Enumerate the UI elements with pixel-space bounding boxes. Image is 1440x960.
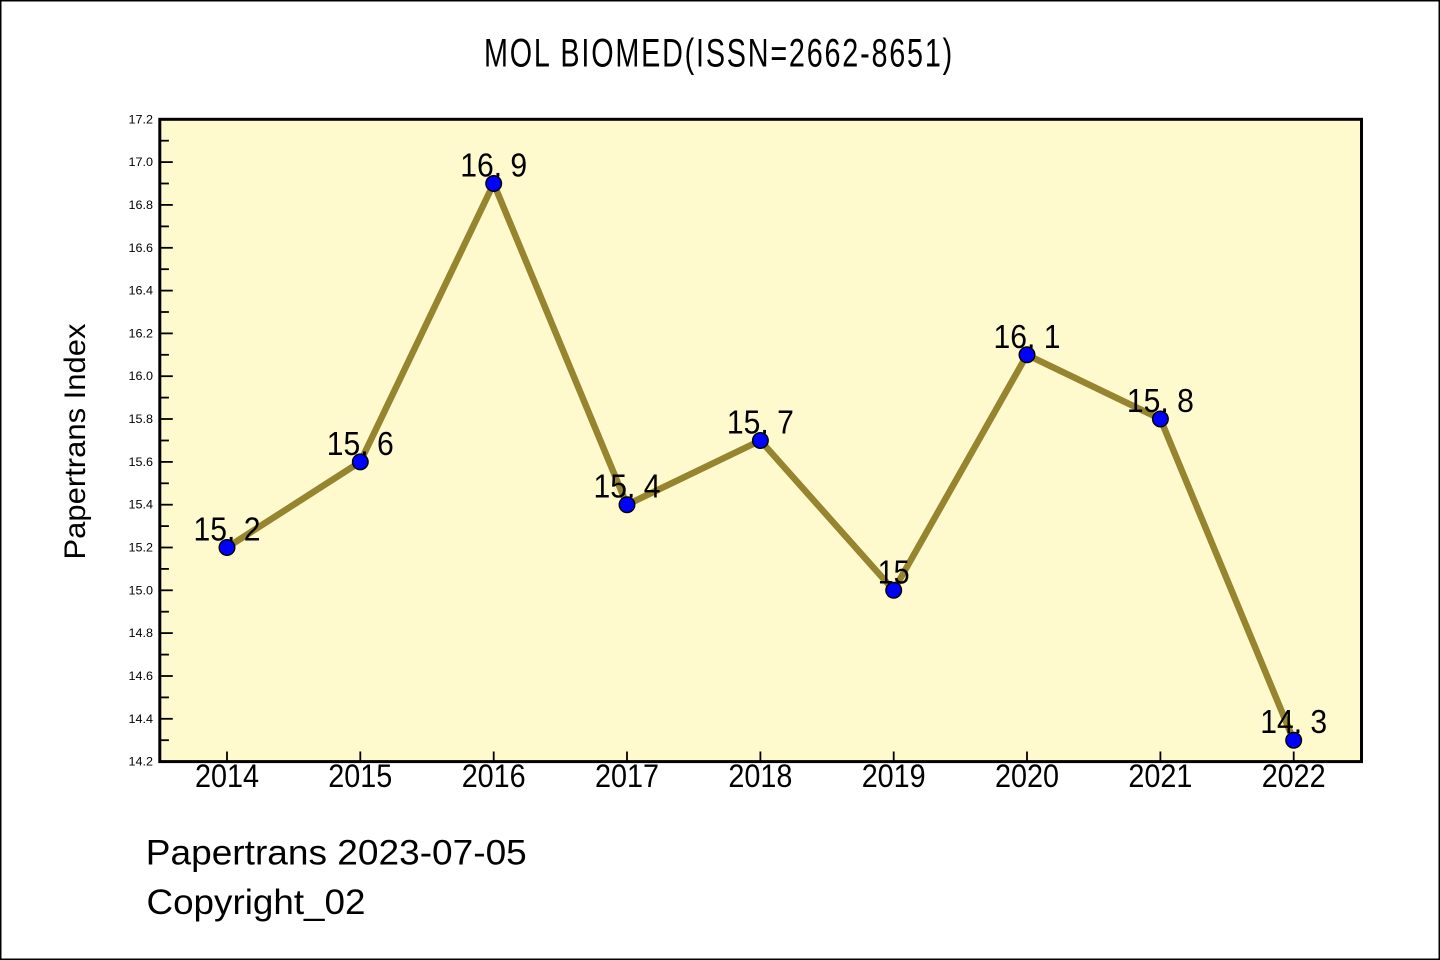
svg-text:2017: 2017	[595, 758, 659, 794]
svg-text:15. 2: 15. 2	[194, 511, 261, 548]
svg-text:15.2: 15.2	[129, 541, 154, 555]
svg-text:2015: 2015	[328, 758, 392, 794]
svg-text:2022: 2022	[1262, 758, 1326, 794]
svg-text:16.2: 16.2	[129, 326, 154, 340]
svg-text:16.6: 16.6	[129, 241, 154, 255]
svg-text:Papertrans Index: Papertrans Index	[59, 323, 92, 559]
svg-text:2016: 2016	[462, 758, 526, 794]
svg-text:15. 7: 15. 7	[727, 404, 794, 441]
svg-text:15.6: 15.6	[129, 455, 154, 469]
svg-text:14.4: 14.4	[129, 712, 154, 726]
svg-text:Copyright_02: Copyright_02	[147, 883, 366, 922]
svg-text:2014: 2014	[195, 758, 259, 794]
svg-text:16.4: 16.4	[129, 284, 154, 298]
svg-text:2021: 2021	[1128, 758, 1192, 794]
svg-text:Papertrans 2023-07-05: Papertrans 2023-07-05	[146, 834, 527, 873]
svg-text:17.0: 17.0	[129, 155, 154, 169]
svg-text:15: 15	[878, 553, 910, 590]
svg-text:16. 1: 16. 1	[994, 318, 1061, 355]
svg-text:15. 8: 15. 8	[1127, 382, 1194, 419]
svg-text:17.2: 17.2	[129, 112, 154, 126]
svg-text:15.0: 15.0	[129, 583, 154, 597]
svg-text:2020: 2020	[995, 758, 1059, 794]
svg-text:14.2: 14.2	[129, 755, 154, 769]
svg-text:15.4: 15.4	[129, 498, 154, 512]
svg-text:MOL BIOMED(ISSN=2662-8651): MOL BIOMED(ISSN=2662-8651)	[484, 32, 954, 76]
svg-text:15. 6: 15. 6	[327, 425, 394, 462]
svg-text:14.8: 14.8	[129, 626, 154, 640]
svg-text:15.8: 15.8	[129, 412, 154, 426]
svg-text:16.8: 16.8	[129, 198, 154, 212]
svg-text:14.6: 14.6	[129, 669, 154, 683]
svg-text:2019: 2019	[862, 758, 926, 794]
svg-text:15. 4: 15. 4	[594, 468, 661, 505]
svg-text:16. 9: 16. 9	[460, 147, 527, 184]
svg-text:16.0: 16.0	[129, 369, 154, 383]
svg-text:14. 3: 14. 3	[1260, 703, 1327, 740]
svg-text:2018: 2018	[728, 758, 792, 794]
